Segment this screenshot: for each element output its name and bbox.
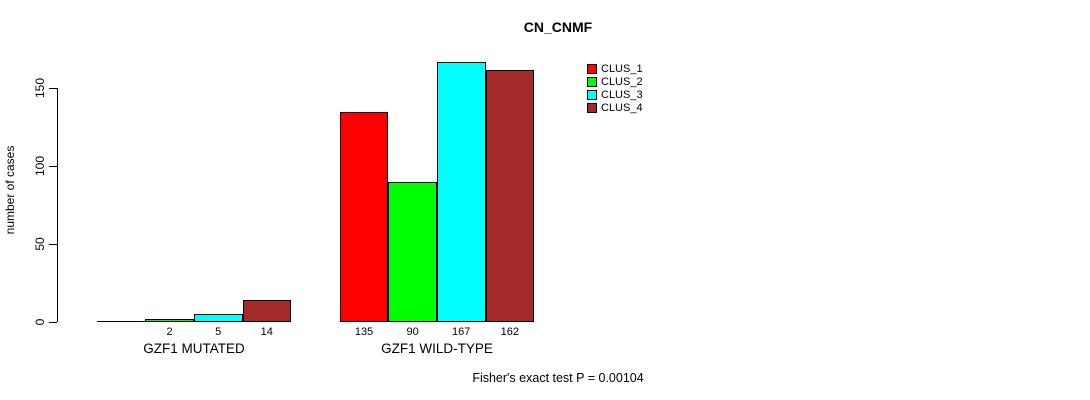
y-tick-label-0: 0 [33, 318, 47, 326]
legend-item-clus1: CLUS_1 [587, 63, 643, 75]
y-tick-label-50: 50 [33, 237, 47, 251]
legend-color-swatch-clus3 [587, 90, 597, 100]
bar-value-label-clus-4-gzf1-wild-type: 162 [500, 326, 519, 338]
x-group-label-gzf1-mutated: GZF1 MUTATED [143, 341, 245, 356]
bar-value-label-clus-2-gzf1-mutated: 2 [166, 326, 173, 338]
y-tick-label-100: 100 [33, 155, 47, 177]
bar-value-label-clus-1-gzf1-wild-type: 135 [354, 326, 374, 338]
bar-clus-4-gzf1-wild-type [486, 70, 534, 322]
y-axis-label: number of cases [3, 145, 17, 235]
legend-label-clus2: CLUS_2 [601, 76, 643, 88]
legend-item-clus4: CLUS_4 [587, 102, 643, 114]
bar-value-label-clus-2-gzf1-wild-type: 90 [406, 326, 419, 338]
bar-value-label-clus-4-gzf1-mutated: 14 [260, 326, 273, 338]
legend-color-swatch-clus1 [587, 64, 597, 74]
y-tick-mark-150 [49, 88, 57, 89]
x-group-label-gzf1-wild-type: GZF1 WILD-TYPE [381, 341, 493, 356]
legend-color-swatch-clus4 [587, 103, 597, 113]
legend: CLUS_1 CLUS_2 CLUS_3 CLUS_4 [587, 64, 643, 116]
y-tick-mark-50 [49, 244, 57, 245]
bar-value-label-clus-3-gzf1-wild-type: 167 [452, 326, 471, 338]
y-tick-mark-0 [49, 322, 57, 323]
bar-value-label-clus-3-gzf1-mutated: 5 [215, 326, 222, 338]
bar-clus-1-gzf1-mutated [97, 321, 145, 322]
y-axis-line [57, 88, 58, 322]
bar-clus-4-gzf1-mutated [243, 300, 291, 322]
bar-clus-2-gzf1-mutated [145, 319, 194, 322]
legend-item-clus2: CLUS_2 [587, 76, 643, 88]
y-tick-label-150: 150 [33, 77, 47, 99]
y-tick-mark-100 [49, 166, 57, 167]
bar-clus-3-gzf1-mutated [194, 314, 243, 322]
bar-clus-2-gzf1-wild-type [388, 182, 437, 322]
chart-title: CN_CNMF [523, 19, 593, 35]
bar-clus-1-gzf1-wild-type [340, 112, 388, 322]
legend-color-swatch-clus2 [587, 77, 597, 87]
legend-item-clus3: CLUS_3 [587, 89, 643, 101]
bar-clus-3-gzf1-wild-type [437, 62, 486, 322]
fisher-test-annotation: Fisher's exact test P = 0.00104 [472, 371, 644, 385]
legend-label-clus1: CLUS_1 [601, 63, 643, 75]
legend-label-clus3: CLUS_3 [601, 89, 643, 101]
legend-label-clus4: CLUS_4 [601, 102, 643, 114]
